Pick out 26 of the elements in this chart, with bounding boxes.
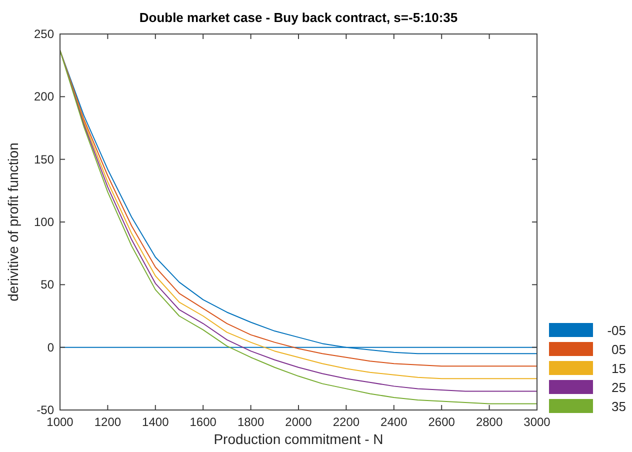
x-tick-label: 1800 <box>237 415 264 429</box>
y-tick-label: -50 <box>36 403 54 417</box>
x-axis-title: Production commitment - N <box>214 431 384 447</box>
y-tick-label: 150 <box>34 152 54 166</box>
legend-label: 15 <box>612 361 626 376</box>
x-tick-label: 2000 <box>285 415 312 429</box>
y-tick-label: 100 <box>34 215 54 229</box>
chart-title: Double market case - Buy back contract, s=-5:10:35 <box>139 10 458 25</box>
x-tick-label: 2400 <box>380 415 408 429</box>
legend-label: 35 <box>612 399 626 414</box>
y-tick-label: 0 <box>47 340 54 354</box>
y-axis-title: derivitive of profit function <box>5 142 21 302</box>
y-tick-label: 250 <box>34 27 54 41</box>
y-tick-label: 50 <box>40 278 54 292</box>
legend-label: 05 <box>612 342 626 357</box>
x-tick-label: 2600 <box>428 415 456 429</box>
x-tick-label: 1000 <box>46 415 74 429</box>
x-tick-label: 2200 <box>332 415 360 429</box>
legend-label: -05 <box>607 323 626 338</box>
legend-label: 25 <box>612 380 626 395</box>
y-tick-label: 200 <box>34 90 54 104</box>
x-tick-label: 1600 <box>190 415 217 429</box>
x-tick-label: 1200 <box>94 415 122 429</box>
x-tick-label: 1400 <box>142 415 170 429</box>
x-tick-label: 2800 <box>476 415 503 429</box>
x-tick-label: 3000 <box>524 415 551 429</box>
